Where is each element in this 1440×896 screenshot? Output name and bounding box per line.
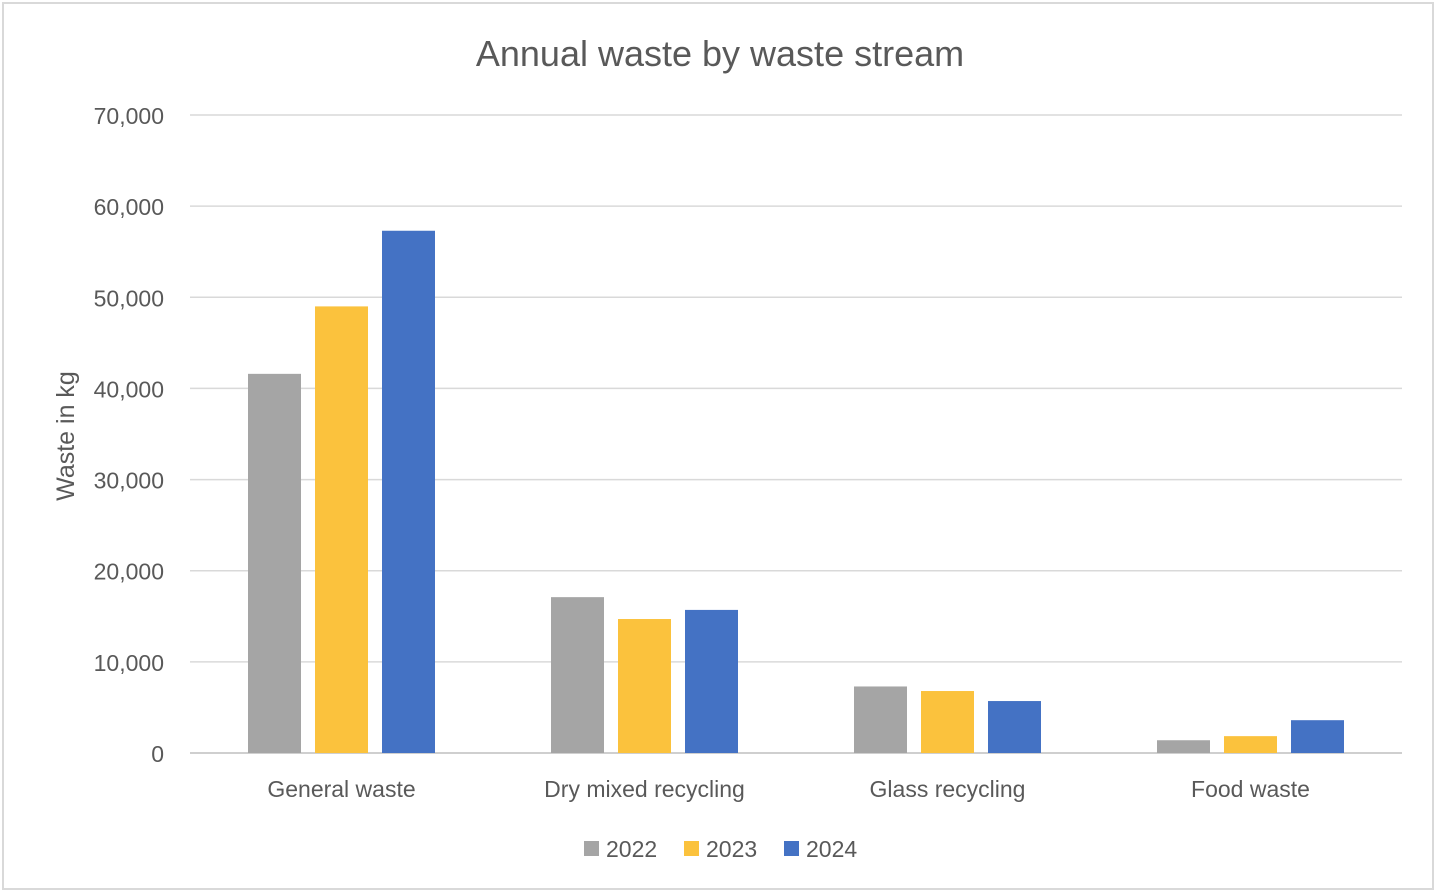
y-tick-label: 50,000 [94, 285, 164, 311]
bar-chart: Annual waste by waste stream Waste in kg… [52, 33, 1402, 862]
bar-2024-general-waste [382, 230, 435, 753]
legend-swatch [684, 841, 699, 856]
y-tick-label: 60,000 [94, 194, 164, 220]
legend-swatch [784, 841, 799, 856]
y-tick-label: 40,000 [94, 376, 164, 402]
x-axis-ticks: General waste Dry mixed recycling Glass re… [267, 776, 1310, 802]
y-tick-label: 10,000 [94, 650, 164, 676]
bar-2023-dry-mixed-recycling [618, 619, 671, 753]
y-tick-label: 70,000 [94, 103, 164, 129]
gridlines [190, 114, 1402, 754]
bar-2023-glass-recycling [921, 691, 974, 753]
bar-2024-food-waste [1291, 720, 1344, 753]
y-axis-label: Waste in kg [52, 371, 80, 501]
y-tick-label: 0 [151, 741, 164, 767]
legend-swatch [584, 841, 599, 856]
x-tick-label: General waste [267, 776, 415, 802]
bar-2022-dry-mixed-recycling [551, 597, 604, 753]
bar-2022-glass-recycling [854, 686, 907, 753]
x-tick-label: Dry mixed recycling [544, 776, 745, 802]
legend: 2022 2023 2024 [584, 836, 857, 862]
y-tick-label: 30,000 [94, 468, 164, 494]
legend-label: 2024 [806, 836, 857, 862]
y-axis-ticks: 0 10,000 20,000 30,000 40,000 50,000 60,000 70,… [94, 103, 164, 767]
bar-2022-food-waste [1157, 740, 1210, 753]
bars [248, 230, 1344, 753]
bar-2022-general-waste [248, 373, 301, 753]
bar-2024-glass-recycling [988, 701, 1041, 753]
y-tick-label: 20,000 [94, 559, 164, 585]
x-tick-label: Food waste [1191, 776, 1310, 802]
bar-2024-dry-mixed-recycling [685, 609, 738, 753]
legend-label: 2022 [606, 836, 657, 862]
legend-label: 2023 [706, 836, 757, 862]
bar-2023-food-waste [1224, 736, 1277, 753]
x-tick-label: Glass recycling [870, 776, 1026, 802]
bar-2023-general-waste [315, 306, 368, 753]
chart-title: Annual waste by waste stream [476, 33, 964, 74]
